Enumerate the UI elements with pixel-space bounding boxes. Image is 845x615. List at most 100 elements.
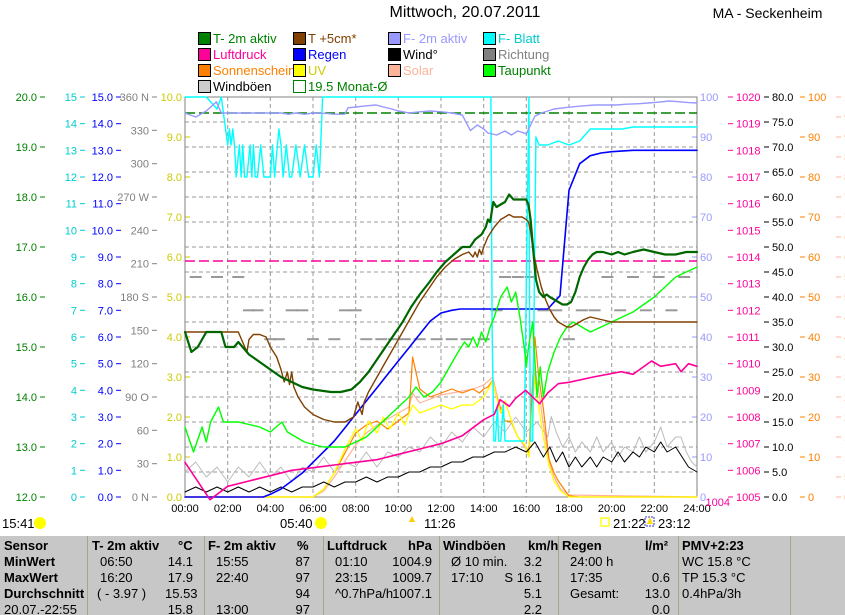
svg-text:90: 90 [808,132,820,144]
svg-text:10: 10 [700,452,712,464]
svg-text:02:00: 02:00 [214,503,242,515]
svg-text:240: 240 [131,225,149,237]
svg-text:60: 60 [137,425,149,437]
svg-text:1017: 1017 [736,172,760,184]
svg-text:05:40: 05:40 [280,516,313,531]
svg-text:30.0: 30.0 [772,342,793,354]
svg-text:270 W: 270 W [117,192,149,204]
svg-text:5.0: 5.0 [167,292,182,304]
svg-text:20:00: 20:00 [598,503,626,515]
svg-text:1012: 1012 [736,305,760,317]
svg-text:15.0: 15.0 [772,417,793,429]
svg-text:4: 4 [71,385,77,397]
svg-text:1007: 1007 [736,439,760,451]
svg-text:80: 80 [700,172,712,184]
svg-text:12: 12 [65,172,77,184]
svg-text:06:00: 06:00 [299,503,327,515]
svg-text:40: 40 [808,332,820,344]
svg-text:19.0: 19.0 [16,142,37,154]
svg-text:21:22: 21:22 [613,516,646,531]
svg-text:18:00: 18:00 [555,503,583,515]
svg-text:7.0: 7.0 [98,305,113,317]
svg-text:1004: 1004 [706,497,730,509]
svg-text:6: 6 [71,332,77,344]
svg-text:30: 30 [808,372,820,384]
svg-text:8.0: 8.0 [98,279,113,291]
svg-text:13.0: 13.0 [16,442,37,454]
svg-text:00:00: 00:00 [171,503,199,515]
svg-text:120: 120 [131,359,149,371]
svg-text:50: 50 [808,292,820,304]
svg-text:1011: 1011 [736,332,760,344]
svg-text:22:00: 22:00 [641,503,669,515]
svg-text:12:00: 12:00 [427,503,455,515]
svg-text:35.0: 35.0 [772,317,793,329]
svg-text:65.0: 65.0 [772,167,793,179]
svg-text:70: 70 [700,212,712,224]
svg-text:100: 100 [700,92,718,104]
svg-text:55.0: 55.0 [772,217,793,229]
svg-text:15: 15 [65,92,77,104]
svg-text:20.0: 20.0 [772,392,793,404]
svg-text:80: 80 [808,172,820,184]
svg-text:70.0: 70.0 [772,142,793,154]
svg-text:1020: 1020 [736,92,760,104]
svg-text:9.0: 9.0 [167,132,182,144]
svg-text:10.0: 10.0 [161,92,182,104]
svg-text:1.0: 1.0 [98,465,113,477]
svg-text:10:00: 10:00 [385,503,413,515]
svg-text:1006: 1006 [736,465,760,477]
svg-text:04:00: 04:00 [257,503,285,515]
svg-text:16.0: 16.0 [16,292,37,304]
svg-text:15.0: 15.0 [16,342,37,354]
svg-text:30: 30 [700,372,712,384]
svg-text:3.0: 3.0 [98,412,113,424]
svg-text:1: 1 [71,465,77,477]
svg-text:13.0: 13.0 [92,145,113,157]
svg-text:100: 100 [808,92,826,104]
svg-text:150: 150 [131,325,149,337]
svg-text:50: 50 [700,292,712,304]
svg-text:330: 330 [131,125,149,137]
svg-text:1019: 1019 [736,119,760,131]
svg-text:0.0: 0.0 [98,492,113,504]
svg-text:70: 70 [808,212,820,224]
svg-text:1005: 1005 [736,492,760,504]
svg-text:80.0: 80.0 [772,92,793,104]
svg-text:1.0: 1.0 [167,452,182,464]
svg-text:60: 60 [700,252,712,264]
svg-text:1010: 1010 [736,359,760,371]
svg-text:0.0: 0.0 [772,492,787,504]
svg-text:18.0: 18.0 [16,192,37,204]
svg-text:15.0: 15.0 [92,92,113,104]
svg-text:40: 40 [700,332,712,344]
svg-text:1014: 1014 [736,252,760,264]
svg-text:10: 10 [808,452,820,464]
svg-text:50.0: 50.0 [772,242,793,254]
svg-text:14:00: 14:00 [470,503,498,515]
svg-text:5: 5 [71,359,77,371]
svg-text:14: 14 [65,119,77,131]
svg-text:20: 20 [808,412,820,424]
svg-text:1008: 1008 [736,412,760,424]
svg-text:75.0: 75.0 [772,117,793,129]
svg-text:30: 30 [137,459,149,471]
svg-text:20.0: 20.0 [16,92,37,104]
svg-text:16:00: 16:00 [513,503,541,515]
svg-text:12.0: 12.0 [92,172,113,184]
svg-text:360 N: 360 N [120,92,149,104]
svg-text:17.0: 17.0 [16,242,37,254]
svg-text:8: 8 [71,279,77,291]
svg-text:15:41: 15:41 [2,516,35,531]
svg-text:3.0: 3.0 [167,372,182,384]
svg-text:0 N: 0 N [132,492,149,504]
svg-text:40.0: 40.0 [772,292,793,304]
svg-text:5.0: 5.0 [98,359,113,371]
svg-text:20: 20 [700,412,712,424]
svg-text:7.0: 7.0 [167,212,182,224]
svg-text:13: 13 [65,145,77,157]
svg-text:14.0: 14.0 [92,119,113,131]
svg-text:14.0: 14.0 [16,392,37,404]
svg-text:4.0: 4.0 [98,385,113,397]
svg-text:5.0: 5.0 [772,467,787,479]
